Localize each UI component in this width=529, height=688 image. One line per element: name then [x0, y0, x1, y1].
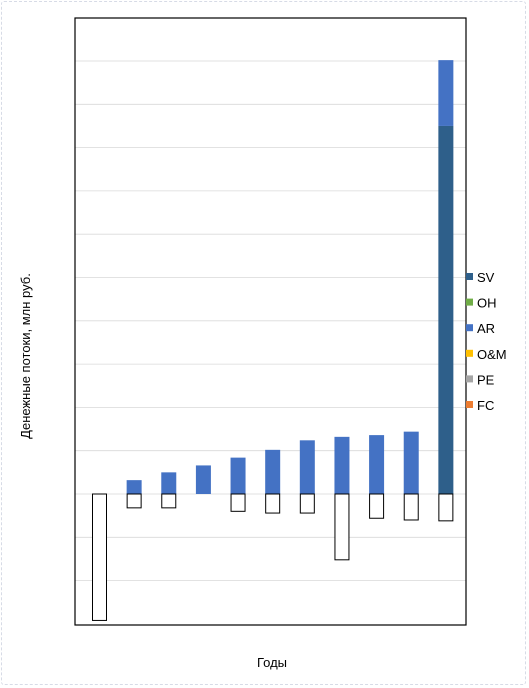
- legend-label-pe: PE: [477, 372, 495, 387]
- y-axis-label: Денежные потоки, млн руб.: [18, 273, 33, 439]
- bar-ar-8: [334, 436, 350, 494]
- bar-sv-11: [438, 125, 454, 494]
- bar-fc-1: [92, 493, 107, 621]
- legend-label-om: O&M: [477, 347, 507, 362]
- legend-label-ar: AR: [477, 321, 495, 336]
- legend: SV OH AR O&M PE FC: [466, 270, 507, 413]
- bar-ar-3: [161, 472, 177, 494]
- legend-swatch-sv: [466, 273, 473, 280]
- plot-area-border: [74, 17, 467, 626]
- legend-label-fc: FC: [477, 398, 494, 413]
- bar-fc-11: [438, 493, 454, 522]
- bar-fc-10: [403, 493, 419, 521]
- bar-fc-2: [126, 493, 142, 509]
- bar-fc-9: [369, 493, 385, 519]
- bar-fc-5: [230, 493, 246, 512]
- legend-swatch-oh: [466, 298, 473, 306]
- bar-ar-9: [369, 435, 385, 494]
- bar-ar-2: [126, 480, 142, 494]
- bar-fc-8: [334, 493, 350, 561]
- legend-swatch-om: [466, 349, 473, 357]
- bar-ar-5: [230, 457, 246, 494]
- gridlines: [75, 60, 466, 581]
- bar-ar-4: [195, 465, 211, 494]
- legend-label-sv: SV: [477, 270, 495, 285]
- bar-ar-10: [403, 431, 419, 494]
- legend-label-oh: OH: [477, 296, 497, 311]
- bar-fc-6: [265, 493, 281, 514]
- bar-ar-11: [438, 60, 454, 126]
- bar-ar-6: [265, 449, 281, 494]
- bar-fc-7: [299, 493, 315, 514]
- bar-ar-7: [299, 440, 315, 494]
- legend-swatch-fc: [466, 401, 473, 408]
- x-axis-label: Годы: [257, 655, 287, 670]
- legend-swatch-pe: [466, 375, 473, 383]
- bar-fc-3: [161, 493, 177, 509]
- legend-swatch-ar: [466, 324, 473, 332]
- bars: [92, 60, 454, 621]
